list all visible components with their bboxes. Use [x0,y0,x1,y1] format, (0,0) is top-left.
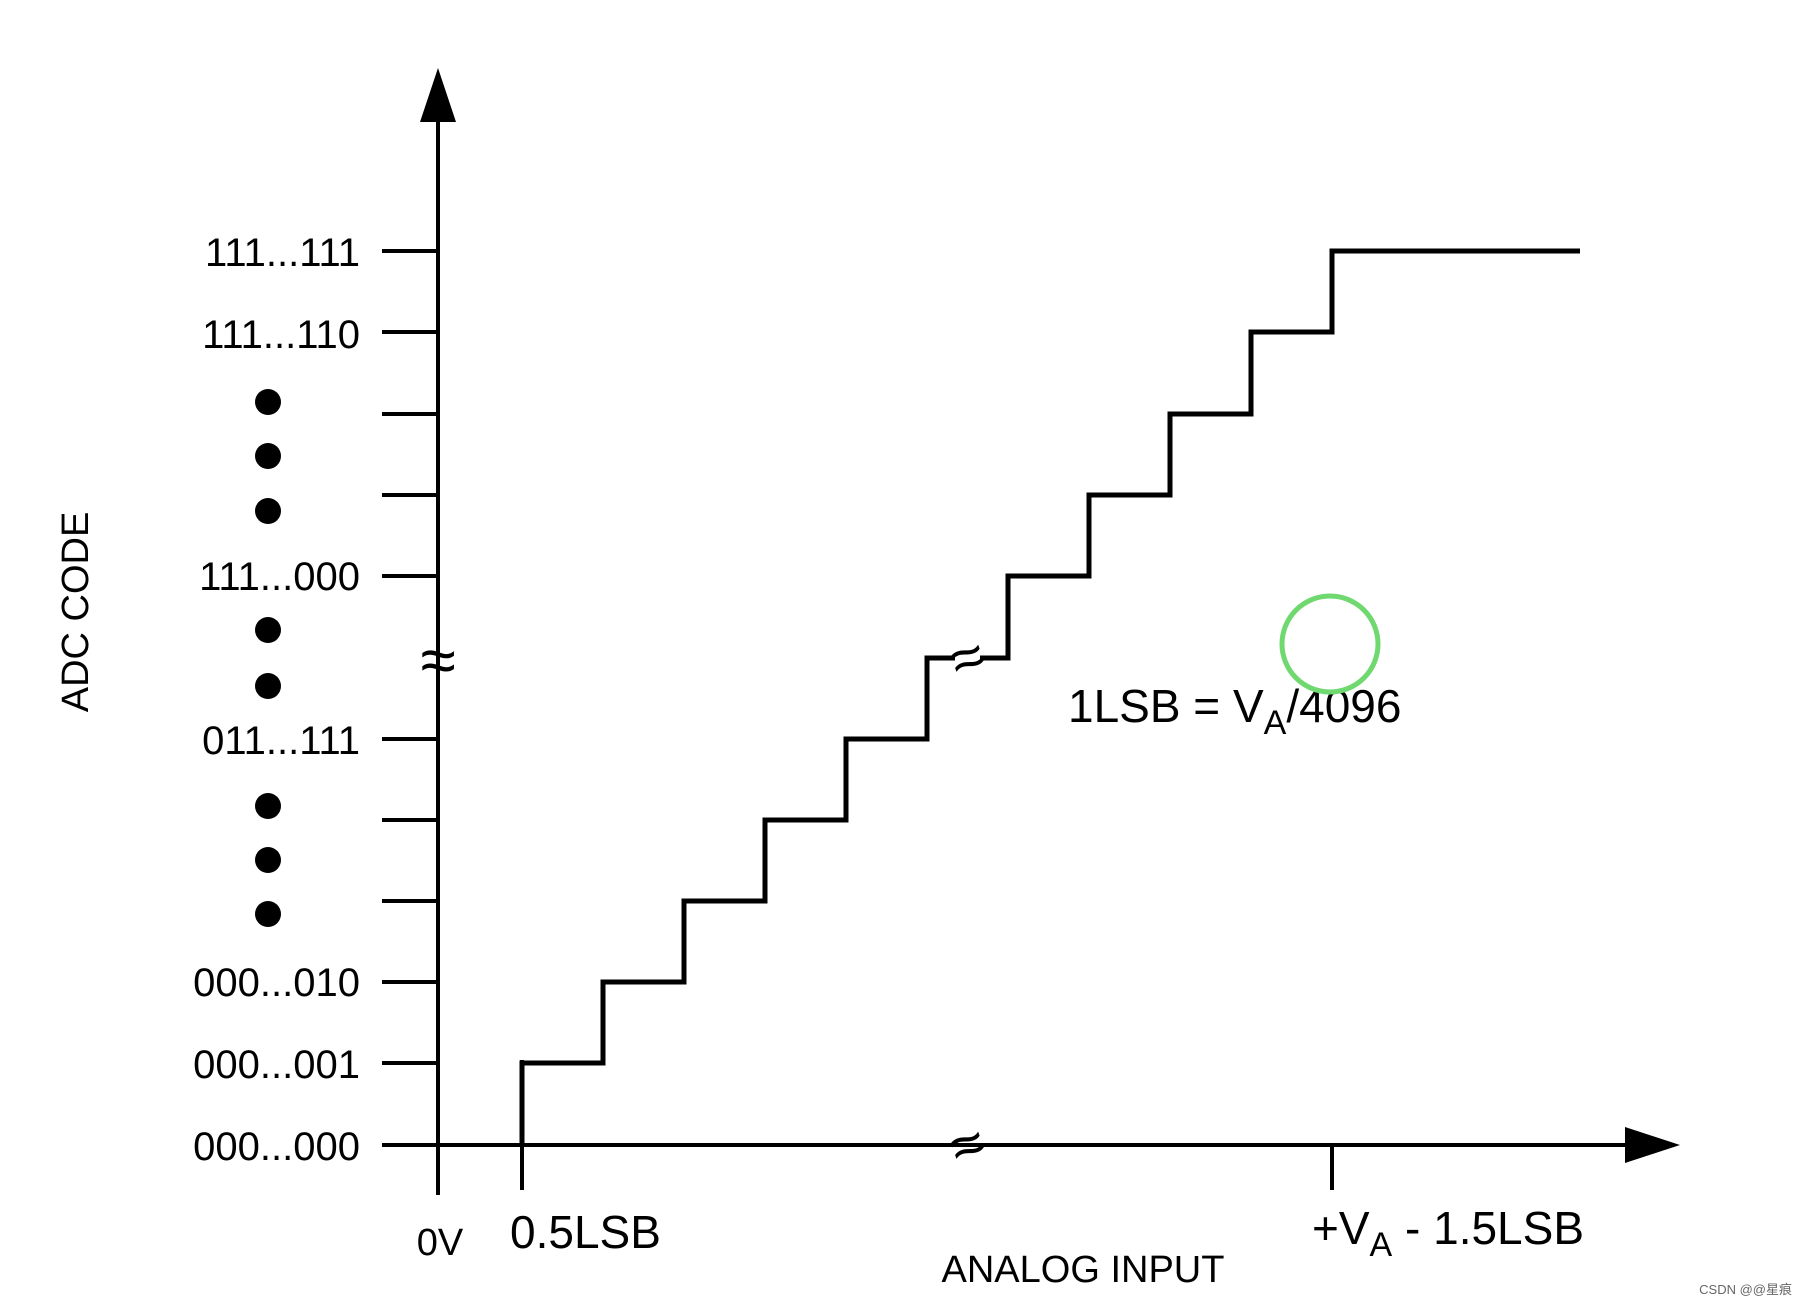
code-label-000-010: 000...010 [193,961,360,1005]
ellipsis-dot [255,793,281,819]
code-label-111-110: 111...110 [202,313,360,357]
x-axis-title: ANALOG INPUT [942,1249,1225,1291]
y-axis-break-symbol: ≈ [420,624,455,696]
code-label-000-000: 000...000 [193,1125,360,1169]
code-label-011-111: 011...111 [202,719,360,763]
ellipsis-dot [255,901,281,927]
ellipsis-dot [255,847,281,873]
staircase-upper [980,248,1580,661]
ellipsis-dot [255,389,281,415]
x-last-prefix: +V [1312,1202,1370,1254]
code-label-111-111: 111...111 [205,231,360,275]
x-last-suffix: - 1.5LSB [1392,1202,1584,1254]
ellipsis-dot [255,443,281,469]
ellipsis-dot [255,617,281,643]
x-axis-arrowhead [1625,1127,1680,1163]
ellipsis-dot [255,498,281,524]
x-origin-label: 0V [417,1222,464,1264]
code-label-000-001: 000...001 [193,1043,360,1087]
y-axis-arrowhead [420,68,456,122]
formula-prefix: 1LSB = V [1068,680,1264,732]
ellipsis-dot [255,673,281,699]
ellipsis-dots [255,389,281,927]
formula-subscript: A [1264,704,1287,742]
cursor-marker-circle [1279,593,1381,695]
lsb-formula: 1LSB = VA/4096 [1068,680,1401,742]
x-last-transition-label: +VA - 1.5LSB [1312,1202,1584,1264]
watermark: CSDN @@星痕 [1699,1282,1792,1297]
x-last-subscript: A [1370,1226,1393,1264]
y-axis-title: ADC CODE [55,512,97,713]
staircase-lower [519,655,955,1145]
x-first-transition-label: 0.5LSB [510,1206,661,1258]
y-ticks [382,249,438,1065]
code-label-111-000: 111...000 [199,555,360,599]
